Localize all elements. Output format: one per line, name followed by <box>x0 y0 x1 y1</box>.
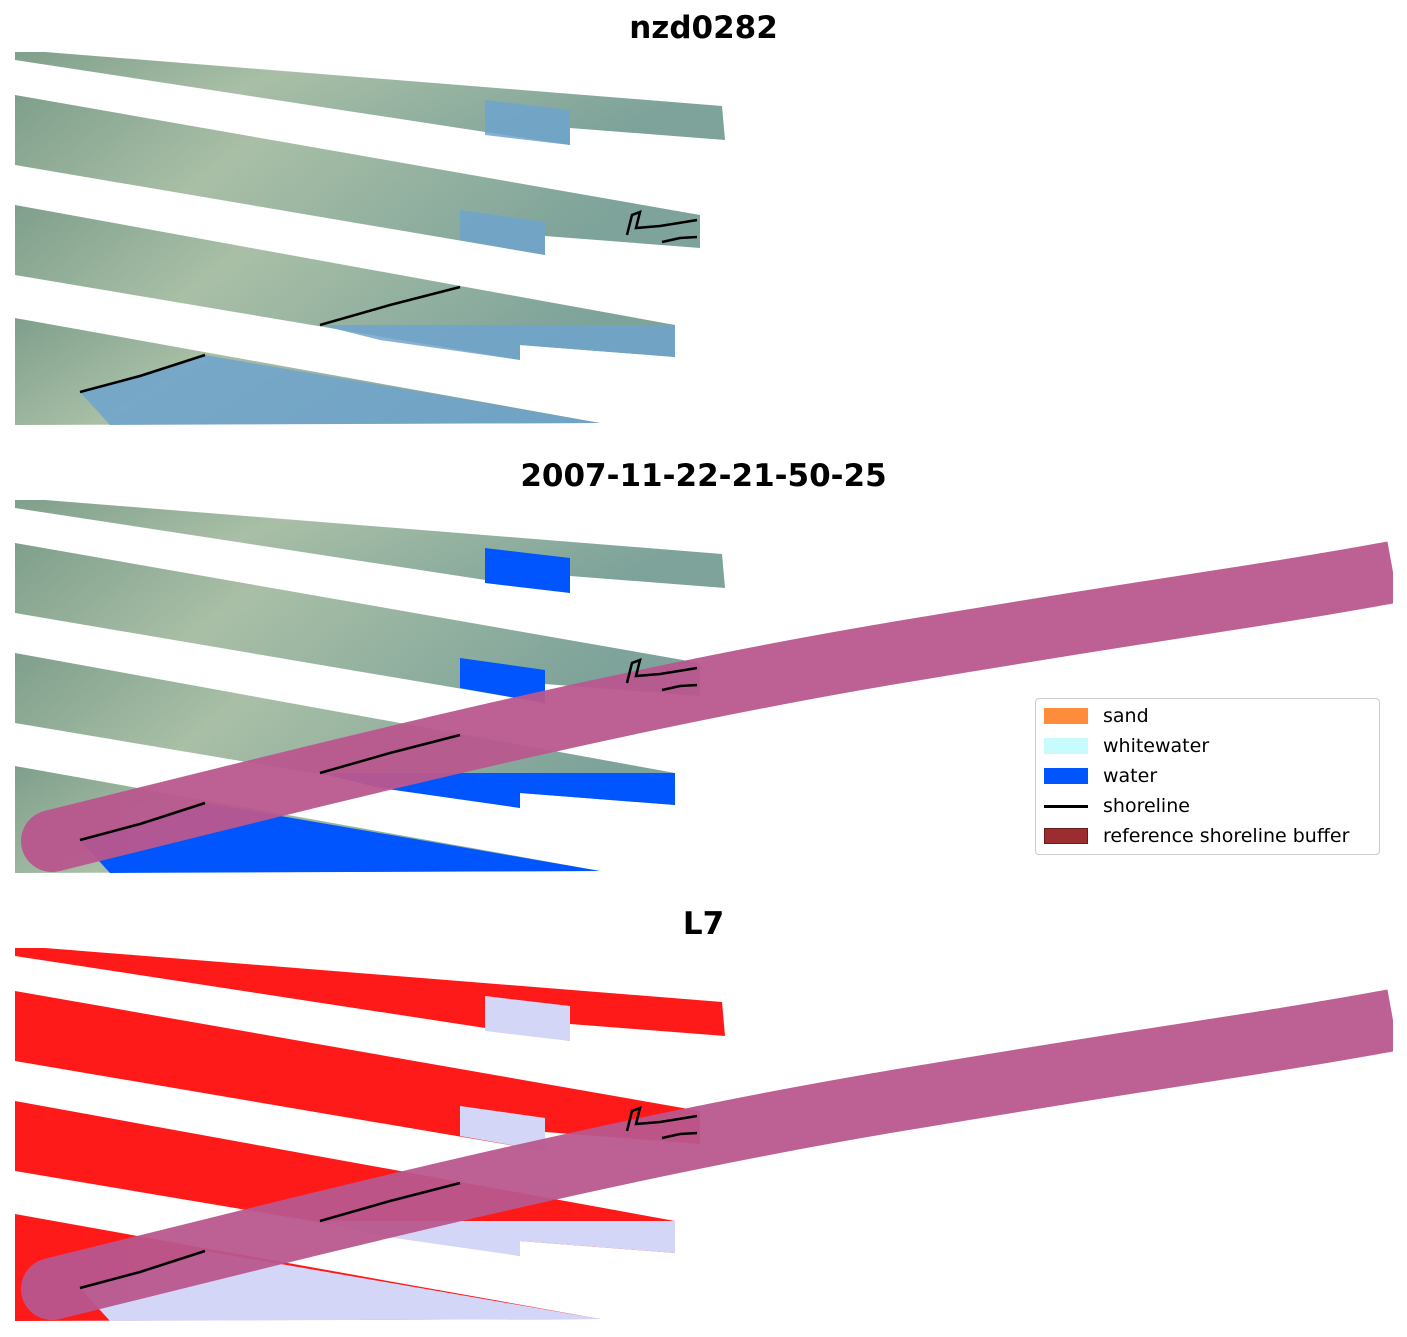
legend: sand whitewater water shoreline referenc… <box>1035 698 1380 855</box>
shoreline <box>661 1131 698 1140</box>
legend-label: whitewater <box>1103 735 1210 757</box>
shoreline <box>79 1249 206 1290</box>
reference-shoreline-buffer <box>21 989 1393 1320</box>
legend-item-whitewater: whitewater <box>1044 732 1209 760</box>
reference-shoreline-buffer <box>21 541 1393 872</box>
shoreline <box>319 1181 461 1223</box>
legend-item-water: water <box>1044 762 1157 790</box>
image-stripe <box>15 991 700 1151</box>
shoreline-line-swatch <box>1044 804 1088 808</box>
whitewater-swatch <box>1044 738 1088 754</box>
buffer-band <box>44 989 1393 1320</box>
shoreline <box>661 683 698 692</box>
legend-item-shoreline: shoreline <box>1044 792 1190 820</box>
panel-3 <box>15 948 1393 1321</box>
sand-swatch <box>1044 708 1088 724</box>
shoreline <box>319 733 461 775</box>
water-swatch <box>1044 768 1088 784</box>
legend-label: sand <box>1103 705 1149 727</box>
panel-title-1: nzd0282 <box>629 10 778 46</box>
legend-item-buffer: reference shoreline buffer <box>1044 822 1349 850</box>
water-region <box>80 355 600 425</box>
panel-1 <box>15 52 725 425</box>
image-stripe <box>15 1101 675 1256</box>
water-region <box>460 210 545 255</box>
water-region <box>320 325 675 360</box>
legend-label: shoreline <box>1103 795 1190 817</box>
shoreline <box>625 209 698 236</box>
panel-title-3: L7 <box>682 906 725 942</box>
buffer-end-cap <box>21 1258 83 1320</box>
legend-item-sand: sand <box>1044 702 1149 730</box>
water-region <box>460 658 545 703</box>
legend-label: water <box>1103 765 1158 787</box>
image-stripe <box>15 95 700 255</box>
water-region <box>485 996 570 1041</box>
shoreline <box>79 801 206 842</box>
image-stripe <box>15 653 675 808</box>
panel-title-2: 2007-11-22-21-50-25 <box>520 458 887 494</box>
shoreline <box>319 285 461 327</box>
shoreline <box>661 235 698 244</box>
shoreline <box>79 353 206 394</box>
water-region <box>460 1106 545 1151</box>
buffer-band <box>44 541 1393 872</box>
shoreline <box>625 1105 698 1132</box>
shoreline <box>625 657 698 684</box>
panel-2 <box>15 500 1393 873</box>
buffer-swatch <box>1044 828 1088 844</box>
buffer-end-cap <box>21 810 83 872</box>
image-stripe <box>15 543 700 703</box>
legend-label: reference shoreline buffer <box>1103 825 1350 847</box>
water-region <box>485 100 570 145</box>
water-region <box>485 548 570 593</box>
image-stripe <box>15 205 675 360</box>
